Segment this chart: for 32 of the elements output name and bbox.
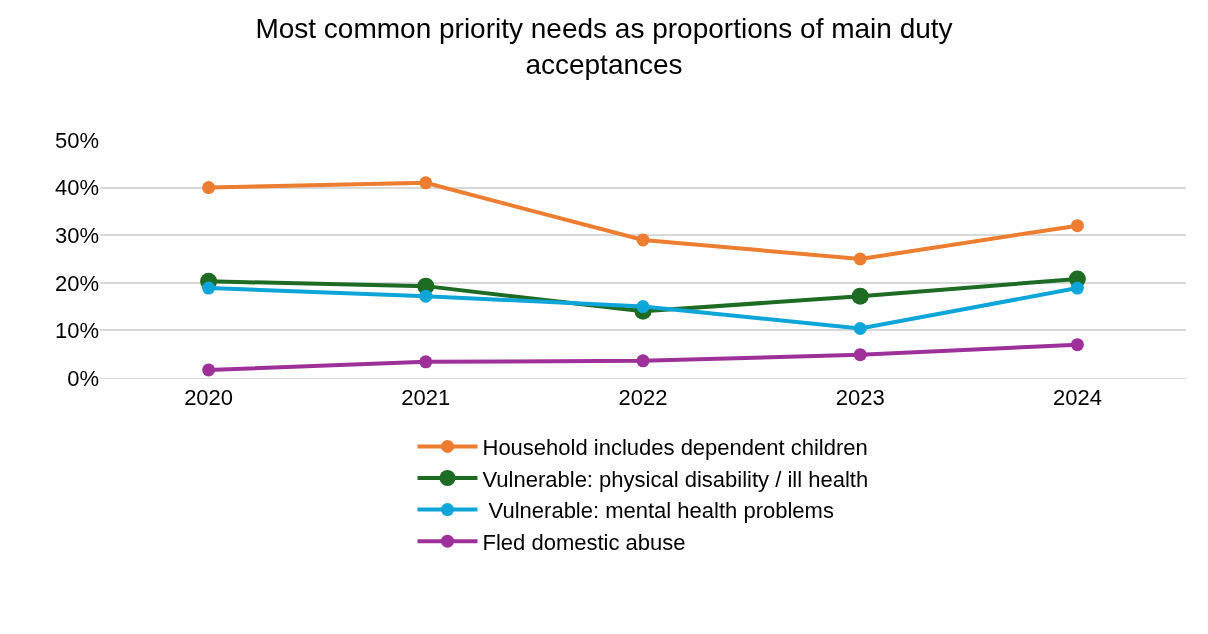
x-tick-label: 2021 [401, 385, 451, 411]
point [636, 354, 650, 368]
point [419, 289, 433, 303]
legend-label: Vulnerable: physical disability / ill health [482, 466, 869, 492]
point [1070, 281, 1084, 295]
legend-label: Household includes dependent children [482, 434, 868, 460]
x-tick-label: 2020 [184, 385, 234, 411]
point [851, 287, 869, 305]
point [853, 348, 867, 362]
x-tick-label: 2023 [835, 385, 885, 411]
x-tick-label: 2022 [618, 385, 668, 411]
x-tick-label: 2024 [1052, 385, 1102, 411]
y-tick-label: 0% [67, 365, 99, 391]
point [419, 176, 433, 190]
point [853, 252, 867, 266]
legend-label: Vulnerable: mental health problems [482, 498, 834, 524]
y-tick-label: 30% [54, 222, 99, 248]
point [1070, 219, 1084, 233]
y-tick-label: 10% [54, 318, 99, 344]
legend-label: Fled domestic abuse [482, 529, 686, 555]
point [202, 281, 216, 295]
chart-title: Most common priority needs as proportions of main duty acceptances [255, 13, 953, 81]
point [202, 181, 216, 195]
point [636, 300, 650, 314]
point [202, 363, 216, 377]
point [853, 322, 867, 335]
y-tick-label: 50% [54, 127, 99, 153]
y-tick-label: 40% [54, 175, 99, 201]
y-tick-label: 20% [54, 270, 99, 296]
point [419, 355, 433, 369]
point [636, 233, 650, 247]
point [1070, 338, 1084, 352]
